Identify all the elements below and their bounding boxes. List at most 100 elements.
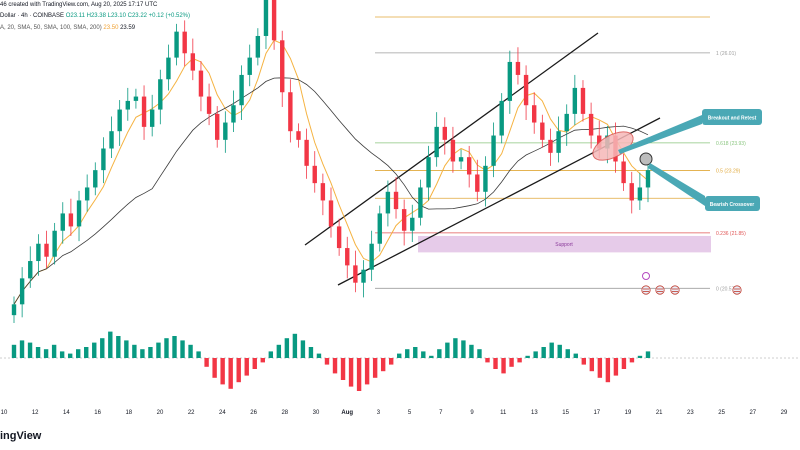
histogram-bar [437,349,442,358]
histogram-bar [573,353,578,358]
histogram-bar [27,342,33,358]
candle-body [28,261,33,279]
histogram-bar [356,358,362,391]
candle-body [564,113,569,132]
histogram-bar [132,344,137,358]
histogram-bar [621,358,627,369]
histogram-bar [316,353,322,358]
histogram-bar [453,338,458,358]
candle-body [52,230,57,257]
support-zone: Support [418,235,711,253]
us-flag-icon [641,285,651,295]
candle-body [515,61,521,75]
candle-body [458,157,464,162]
candle-body [223,122,228,140]
histogram-bar [252,358,257,369]
x-tick-label: 10 [1,410,8,416]
histogram-bar [148,347,153,358]
candle-body [353,265,358,283]
candle-body [109,131,114,149]
histogram-bar [308,347,314,358]
candle-body [255,35,261,58]
candle-body [637,187,643,201]
crossover-label: Bearish Crossover [710,202,755,208]
candle-body [60,213,65,231]
candle-body [158,79,163,110]
ma-value-1: 23.50 [103,25,119,31]
candle-body [426,157,431,188]
support-label: Support [555,242,573,248]
x-tick-label: 23 [687,410,694,416]
x-tick-label: 28 [281,410,288,416]
histogram-bar [236,358,241,383]
candle-body [499,100,504,136]
crossover-marker [639,152,653,166]
candle-body [645,170,651,188]
candle-body [629,183,634,201]
candle-body [288,92,293,132]
candle-body [304,139,309,166]
histogram-bar [485,358,490,363]
x-tick-label: 5 [408,410,412,416]
candle-body [247,57,252,75]
candle-body [133,96,139,101]
candle-body [166,57,171,80]
candle-body [84,187,90,201]
histogram-bar [204,358,209,367]
candle-body [345,248,350,266]
candle-body [548,139,553,153]
candle-body [621,161,626,184]
histogram-bar [156,342,161,358]
candle-body [206,96,212,114]
histogram-bar [629,358,635,363]
histogram-bar [493,358,498,369]
x-tick-label: 25 [718,410,725,416]
histogram-bar [372,358,378,378]
histogram-bar [388,358,394,365]
histogram-bar [59,351,65,358]
histogram-bar [11,344,17,358]
histogram-bar [300,340,306,358]
candle-body [466,157,472,175]
x-tick-label: 22 [188,410,195,416]
candle-body [93,170,98,188]
histogram-bar [340,358,346,380]
histogram-bar [292,333,298,358]
histogram-bar [244,358,249,376]
candle-body [580,87,586,114]
candle-body [475,174,480,192]
candle-body [280,40,285,93]
histogram-bar [445,342,450,358]
fib-label: 0.618 (23.93) [716,141,746,147]
histogram-bar [35,347,41,358]
histogram-bar [220,358,225,385]
candles [11,0,651,323]
us-flag-icon [670,285,680,295]
ohlc-values: O23.11 H23.38 L23.10 C23.22 +0.12 (+0.52… [65,13,191,19]
candle-body [11,304,17,316]
channel-upper [304,32,599,246]
histogram-bar [541,347,546,358]
x-tick-label: Aug [341,410,353,416]
histogram-bar [116,336,121,358]
candle-body [19,278,25,305]
candle-body [296,131,301,140]
candle-body [369,243,374,270]
histogram-bar [533,351,538,358]
histogram-bar [228,358,233,389]
x-tick-label: 26 [250,410,257,416]
x-axis: 10 12 14 16 18 20 22 24 26 28 30 Aug 3 5 7 9 11 13 15 17 19 2… [1,410,788,416]
candle-body [556,131,561,153]
symbol-name: Dollar · 4h · COINBASE [0,13,65,19]
ma-label: A, 20, SMA, 50, SMA, 100, SMA, 200) [0,25,102,31]
histogram-bar [260,358,265,363]
candle-body [231,105,236,123]
candle-body [263,0,269,36]
ma-fast-line [13,39,649,305]
histogram-bar [108,331,113,358]
histogram-bar [589,358,595,372]
support-rect [418,235,711,253]
histogram-bar [140,349,145,358]
candle-body [540,122,545,140]
